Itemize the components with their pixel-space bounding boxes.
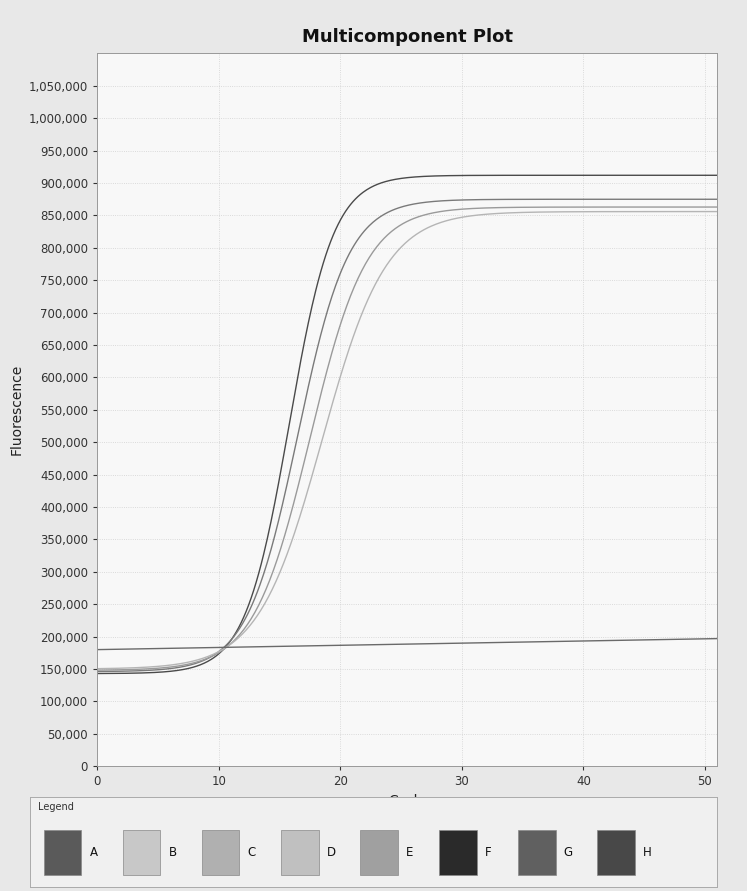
Y-axis label: Fluorescence: Fluorescence bbox=[9, 364, 23, 455]
Bar bbox=[281, 830, 318, 875]
Bar bbox=[123, 830, 161, 875]
Text: Legend: Legend bbox=[38, 802, 74, 812]
Text: G: G bbox=[564, 846, 573, 859]
Text: H: H bbox=[643, 846, 651, 859]
Bar bbox=[202, 830, 240, 875]
Text: B: B bbox=[169, 846, 177, 859]
Bar bbox=[438, 830, 477, 875]
Bar bbox=[360, 830, 397, 875]
Text: E: E bbox=[406, 846, 413, 859]
Text: F: F bbox=[485, 846, 492, 859]
Text: D: D bbox=[326, 846, 336, 859]
Bar bbox=[518, 830, 556, 875]
Bar bbox=[597, 830, 635, 875]
Text: C: C bbox=[248, 846, 256, 859]
Text: A: A bbox=[90, 846, 98, 859]
Bar bbox=[43, 830, 81, 875]
X-axis label: Cycle: Cycle bbox=[388, 794, 426, 808]
Title: Multicomponent Plot: Multicomponent Plot bbox=[302, 29, 512, 46]
